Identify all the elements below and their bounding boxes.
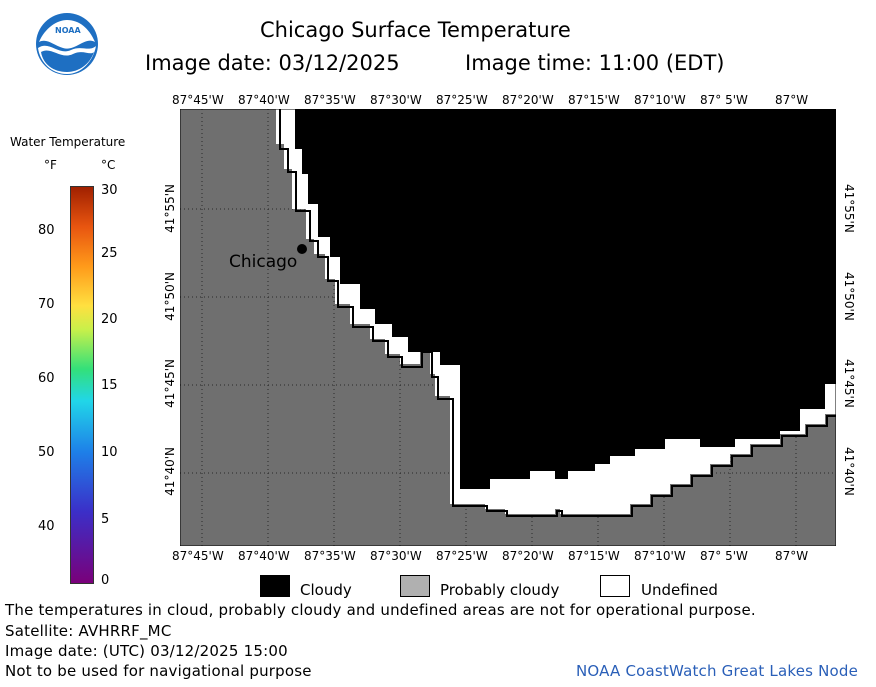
navigation-note: Not to be used for navigational purpose bbox=[5, 662, 312, 680]
lon-label-bottom: 87°15'W bbox=[568, 549, 620, 563]
c-tick-30: 30 bbox=[101, 183, 118, 198]
cloudy-legend-label: Cloudy bbox=[300, 581, 352, 599]
lon-label-top: 87°25'W bbox=[436, 93, 488, 107]
c-tick-15: 15 bbox=[101, 378, 118, 393]
lon-label-top: 87°30'W bbox=[370, 93, 422, 107]
coastline bbox=[279, 109, 836, 517]
f-tick-80: 80 bbox=[38, 223, 55, 238]
f-tick-70: 70 bbox=[38, 297, 55, 312]
lon-label-top: 87°20'W bbox=[502, 93, 554, 107]
chicago-label: Chicago bbox=[229, 252, 298, 272]
utc-date-text: Image date: (UTC) 03/12/2025 15:00 bbox=[5, 642, 288, 660]
noaa-logo-text: NOAA bbox=[55, 26, 81, 35]
c-tick-20: 20 bbox=[101, 312, 118, 327]
lon-label-bottom: 87°W bbox=[775, 549, 809, 563]
scale-unit-f: °F bbox=[44, 158, 57, 172]
lon-label-bottom: 87°25'W bbox=[436, 549, 488, 563]
undefined-legend-label: Undefined bbox=[641, 581, 718, 599]
scale-unit-c: °C bbox=[101, 158, 116, 172]
lon-label-top: 87°45'W bbox=[172, 93, 224, 107]
lon-label-bottom: 87°20'W bbox=[502, 549, 554, 563]
lon-label-top: 87°15'W bbox=[568, 93, 620, 107]
lon-label-bottom: 87°10'W bbox=[634, 549, 686, 563]
lat-label-right: 41°50'N bbox=[842, 272, 856, 321]
lon-label-top: 87° 5'W bbox=[700, 93, 748, 107]
noaa-logo: NOAA bbox=[35, 12, 99, 76]
f-tick-40: 40 bbox=[38, 519, 55, 534]
lat-label-left: 41°45'N bbox=[163, 359, 177, 408]
lon-label-top: 87°W bbox=[775, 93, 809, 107]
lon-label-bottom: 87°30'W bbox=[370, 549, 422, 563]
map-panel bbox=[180, 109, 836, 546]
lat-label-right: 41°55'N bbox=[842, 184, 856, 233]
lon-label-top: 87°35'W bbox=[304, 93, 356, 107]
page-title: Chicago Surface Temperature bbox=[260, 18, 571, 42]
lat-label-left: 41°50'N bbox=[163, 272, 177, 321]
c-tick-5: 5 bbox=[101, 512, 110, 527]
f-tick-60: 60 bbox=[38, 371, 55, 386]
f-tick-50: 50 bbox=[38, 445, 55, 460]
disclaimer-text: The temperatures in cloud, probably clou… bbox=[5, 601, 756, 619]
chicago-marker bbox=[297, 244, 307, 254]
coastwatch-credit: NOAA CoastWatch Great Lakes Node bbox=[576, 662, 859, 680]
image-date: Image date: 03/12/2025 bbox=[145, 51, 400, 75]
temperature-color-bar bbox=[70, 186, 94, 584]
lon-label-bottom: 87° 5'W bbox=[700, 549, 748, 563]
scale-title: Water Temperature bbox=[10, 135, 126, 149]
c-tick-10: 10 bbox=[101, 445, 118, 460]
probably-cloudy-legend-label: Probably cloudy bbox=[440, 581, 560, 599]
lon-label-bottom: 87°35'W bbox=[304, 549, 356, 563]
lon-label-bottom: 87°45'W bbox=[172, 549, 224, 563]
lat-label-right: 41°40'N bbox=[842, 447, 856, 496]
lat-label-left: 41°40'N bbox=[163, 447, 177, 496]
lon-label-bottom: 87°40'W bbox=[238, 549, 290, 563]
probably-cloudy-swatch bbox=[400, 575, 430, 597]
lat-label-right: 41°45'N bbox=[842, 359, 856, 408]
lat-label-left: 41°55'N bbox=[163, 184, 177, 233]
cloudy-swatch bbox=[260, 575, 290, 597]
c-tick-25: 25 bbox=[101, 246, 118, 261]
image-time: Image time: 11:00 (EDT) bbox=[465, 51, 725, 75]
undefined-swatch bbox=[600, 575, 630, 597]
lon-label-top: 87°40'W bbox=[238, 93, 290, 107]
lon-label-top: 87°10'W bbox=[634, 93, 686, 107]
c-tick-0: 0 bbox=[101, 573, 110, 588]
cloudy-area bbox=[295, 109, 836, 489]
satellite-text: Satellite: AVHRRF_MC bbox=[5, 622, 172, 640]
